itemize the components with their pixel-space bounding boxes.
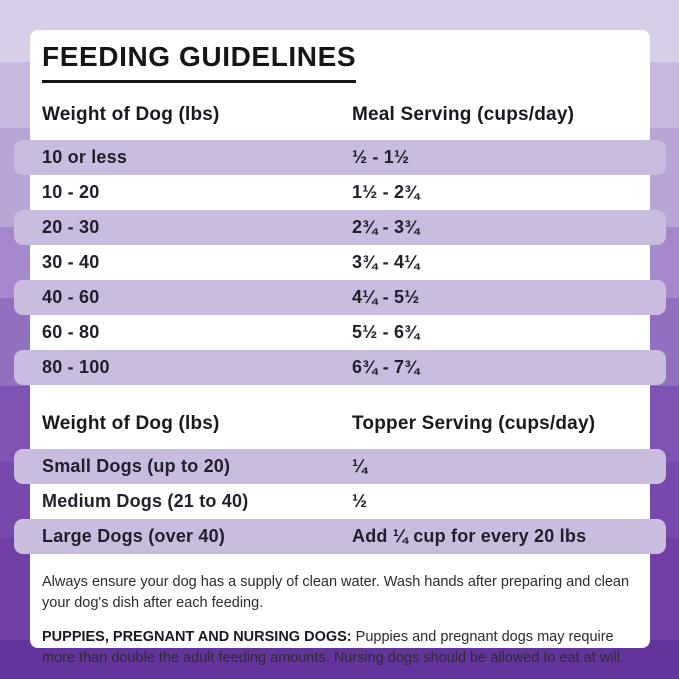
weight-cell: 10 or less bbox=[42, 147, 128, 167]
weight-cell: Large Dogs (over 40) bbox=[42, 526, 226, 546]
feeding-guidelines-card: FEEDING GUIDELINES Weight of Dog (lbs) M… bbox=[14, 30, 666, 666]
topper-table-row: Small Dogs (up to 20) ¼ bbox=[14, 449, 666, 484]
meal-table-row: 80 - 100 6¾ - 7¾ bbox=[14, 350, 666, 385]
meal-table: 10 or less ½ - 1½ 10 - 20 1½ - 2¾ 20 - 3… bbox=[14, 140, 666, 385]
topper-table-row: Medium Dogs (21 to 40) ½ bbox=[30, 484, 650, 519]
topper-table: Small Dogs (up to 20) ¼ Medium Dogs (21 … bbox=[14, 449, 666, 554]
weight-cell: 40 - 60 bbox=[42, 287, 100, 307]
title-block: FEEDING GUIDELINES bbox=[42, 41, 650, 83]
topper-col-header-serving: Topper Serving (cups/day) bbox=[352, 413, 596, 434]
serving-cell: ½ bbox=[352, 491, 368, 511]
weight-cell: 80 - 100 bbox=[42, 357, 110, 377]
meal-table-row: 20 - 30 2¾ - 3¾ bbox=[14, 210, 666, 245]
serving-cell: 5½ - 6¾ bbox=[352, 322, 420, 342]
puppies-note-label: PUPPIES, PREGNANT AND NURSING DOGS: bbox=[42, 629, 352, 646]
footer-notes: Always ensure your dog has a supply of c… bbox=[30, 572, 650, 669]
weight-cell: Medium Dogs (21 to 40) bbox=[42, 491, 249, 511]
meal-table-row: 30 - 40 3¾ - 4¼ bbox=[30, 245, 650, 280]
serving-cell: Add ¼ cup for every 20 lbs bbox=[352, 526, 587, 546]
meal-table-row: 40 - 60 4¼ - 5½ bbox=[14, 280, 666, 315]
topper-col-header-weight: Weight of Dog (lbs) bbox=[42, 413, 220, 434]
meal-table-header: Weight of Dog (lbs) Meal Serving (cups/d… bbox=[30, 100, 650, 130]
meal-col-header-serving: Meal Serving (cups/day) bbox=[352, 104, 575, 125]
meal-table-row: 10 - 20 1½ - 2¾ bbox=[30, 175, 650, 210]
serving-cell: ¼ bbox=[352, 456, 368, 476]
serving-cell: ½ - 1½ bbox=[352, 147, 410, 167]
serving-cell: 4¼ - 5½ bbox=[352, 287, 420, 307]
puppies-note-text: Puppies and pregnant dogs may require mo… bbox=[42, 629, 624, 667]
serving-cell: 2¾ - 3¾ bbox=[352, 217, 420, 237]
serving-cell: 1½ - 2¾ bbox=[352, 182, 420, 202]
serving-cell: 3¾ - 4¼ bbox=[352, 252, 420, 272]
meal-table-row: 10 or less ½ - 1½ bbox=[14, 140, 666, 175]
weight-cell: 30 - 40 bbox=[42, 252, 100, 272]
serving-cell: 6¾ - 7¾ bbox=[352, 357, 420, 377]
weight-cell: Small Dogs (up to 20) bbox=[42, 456, 231, 476]
topper-table-header: Weight of Dog (lbs) Topper Serving (cups… bbox=[30, 409, 650, 439]
meal-col-header-weight: Weight of Dog (lbs) bbox=[42, 104, 220, 125]
page-title: FEEDING GUIDELINES bbox=[42, 41, 357, 83]
puppies-note: PUPPIES, PREGNANT AND NURSING DOGS: Pupp… bbox=[42, 627, 634, 669]
topper-table-row: Large Dogs (over 40) Add ¼ cup for every… bbox=[14, 519, 666, 554]
weight-cell: 20 - 30 bbox=[42, 217, 100, 237]
weight-cell: 10 - 20 bbox=[42, 182, 100, 202]
water-note: Always ensure your dog has a supply of c… bbox=[42, 574, 630, 612]
weight-cell: 60 - 80 bbox=[42, 322, 100, 342]
meal-table-row: 60 - 80 5½ - 6¾ bbox=[30, 315, 650, 350]
